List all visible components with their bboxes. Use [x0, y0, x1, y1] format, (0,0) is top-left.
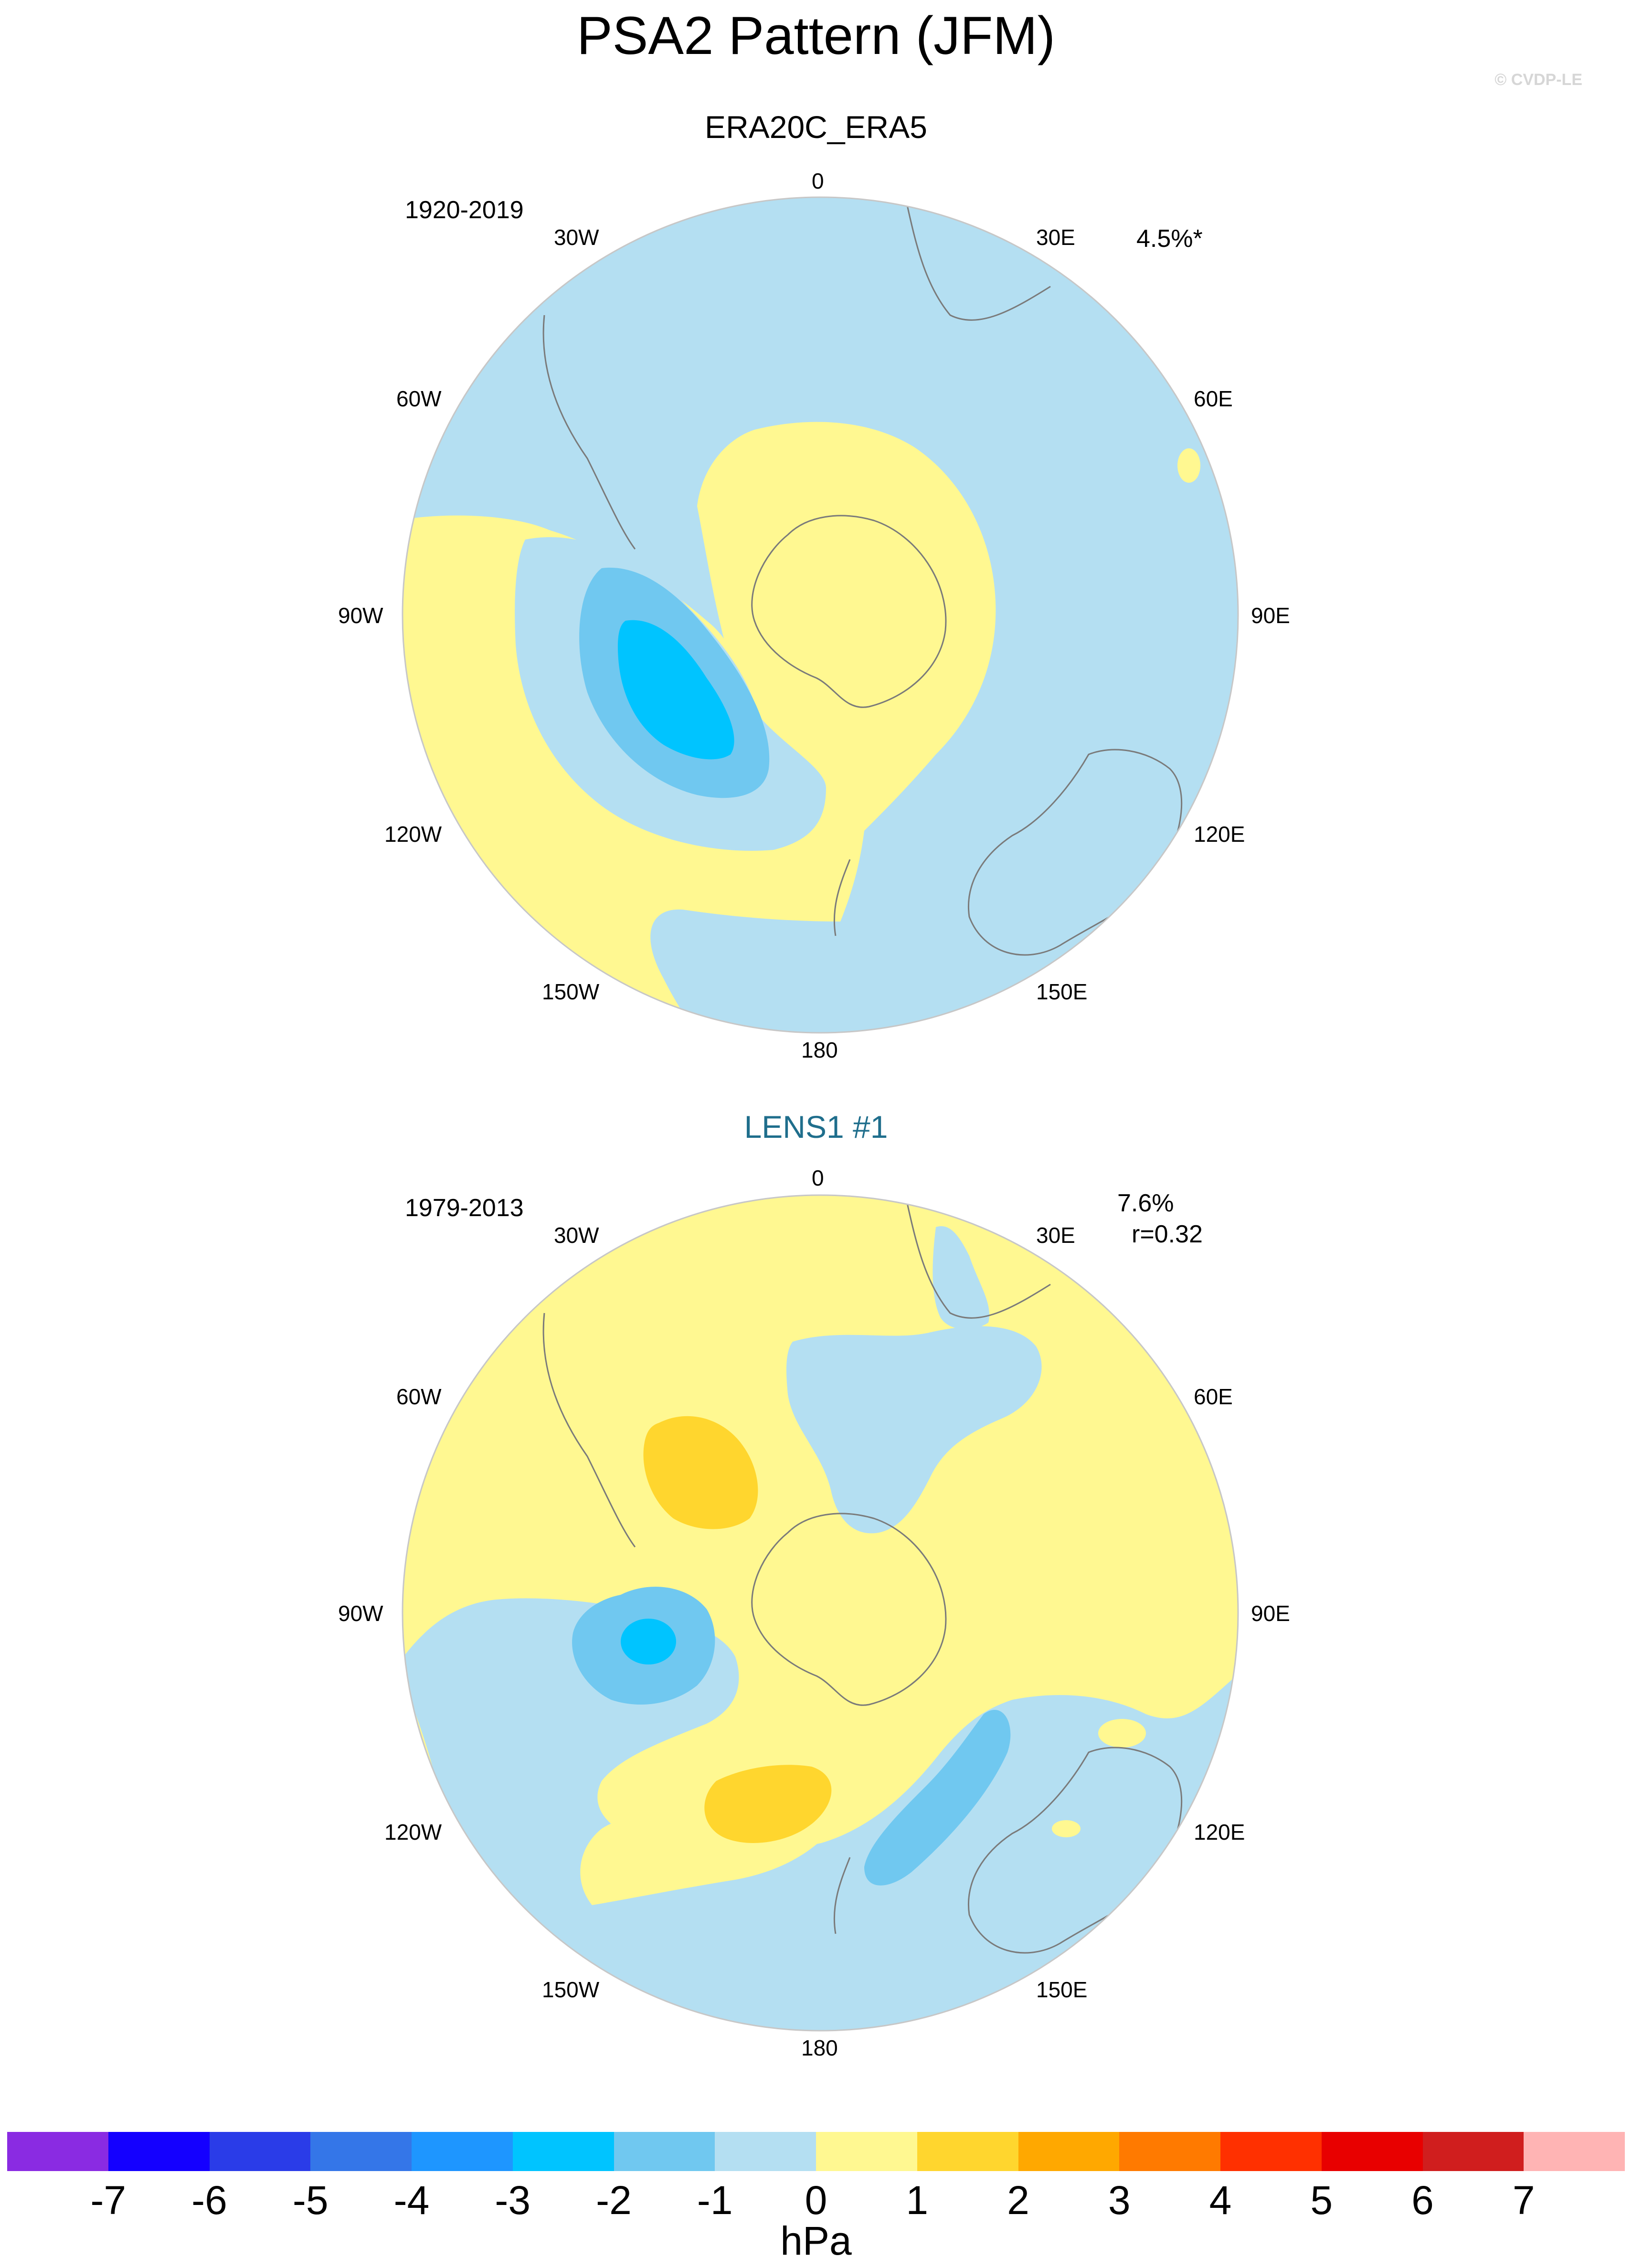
panel-1-pos1-spot — [1177, 448, 1200, 483]
colorbar-tick-label: 6 — [1411, 2178, 1434, 2223]
panel-2-pos2-north — [643, 1416, 758, 1529]
panel-2-lon-60w: 60W — [396, 1384, 442, 1409]
colorbar-swatch — [310, 2132, 412, 2171]
panel-1-lon-30w: 30W — [554, 225, 599, 250]
panel-2-lon-120w: 120W — [384, 1820, 442, 1844]
panel-1-map — [402, 196, 1239, 1034]
colorbar-swatch — [614, 2132, 715, 2171]
panel-2-neg1-northeast — [786, 1326, 1042, 1534]
colorbar-tick-label: 1 — [906, 2178, 929, 2223]
panel-2-lon-120e: 120E — [1194, 1820, 1245, 1844]
panel-2-neg1-south — [403, 1598, 1238, 2031]
panel-1-lon-30e: 30E — [1036, 225, 1075, 250]
panel-2-neg1-north-strip — [933, 1226, 989, 1329]
panel-2-lon-0: 0 — [812, 1166, 824, 1190]
colorbar-tick-label: -3 — [495, 2178, 531, 2223]
colorbar-tick-label: 0 — [805, 2178, 827, 2223]
colorbar-swatch — [7, 2132, 108, 2171]
panel-2-lon-180: 180 — [801, 2035, 838, 2060]
colorbar-swatch — [1524, 2132, 1625, 2171]
colorbar-tick-label: 3 — [1108, 2178, 1131, 2223]
colorbar-unit: hPa — [780, 2218, 852, 2263]
colorbar-tick-label: -2 — [596, 2178, 632, 2223]
panel-2-period: 1979-2013 — [405, 1194, 524, 1222]
colorbar-swatch — [1220, 2132, 1322, 2171]
panel-2-lon-90e: 90E — [1251, 1601, 1290, 1626]
colorbar-swatch — [1321, 2132, 1423, 2171]
colorbar-tick-label: -5 — [292, 2178, 329, 2223]
page-title: PSA2 Pattern (JFM) — [576, 6, 1056, 65]
colorbar-swatch — [108, 2132, 210, 2171]
colorbar-swatch — [1422, 2132, 1524, 2171]
panel-1-lon-150w: 150W — [542, 979, 600, 1004]
panel-1-variance: 4.5%* — [1136, 225, 1203, 253]
panel-2-map — [402, 1194, 1239, 2032]
credit-label: © CVDP-LE — [1494, 71, 1582, 89]
colorbar-tick-label: -6 — [191, 2178, 227, 2223]
colorbar-swatch — [917, 2132, 1018, 2171]
colorbar-tick-label: -7 — [90, 2178, 127, 2223]
panel-2-title: LENS1 #1 — [744, 1109, 888, 1145]
colorbar-swatch — [209, 2132, 311, 2171]
colorbar-swatch — [1119, 2132, 1221, 2171]
panel-2-correlation: r=0.32 — [1132, 1220, 1203, 1248]
colorbar-tick-label: -1 — [697, 2178, 733, 2223]
colorbar-tick-label: 4 — [1209, 2178, 1232, 2223]
panel-2-variance: 7.6% — [1117, 1189, 1174, 1217]
panel-2-lon-30w: 30W — [554, 1223, 599, 1248]
colorbar-swatch — [816, 2132, 917, 2171]
colorbar-swatch — [1018, 2132, 1120, 2171]
panel-2-lon-30e: 30E — [1036, 1223, 1075, 1248]
panel-2-coastlines — [542, 1203, 1183, 1954]
panel-1-title: ERA20C_ERA5 — [705, 109, 927, 145]
panel-2-neg3-west — [621, 1619, 676, 1664]
panel-1-lon-60w: 60W — [396, 386, 442, 411]
panel-1-coastlines — [542, 205, 1183, 956]
panel-2-map-border — [402, 1194, 1239, 2032]
panel-1-lon-60e: 60E — [1194, 386, 1233, 411]
colorbar-tick-label: 7 — [1512, 2178, 1535, 2223]
panel-2-pos2-south — [704, 1765, 832, 1843]
colorbar-tick-label: 5 — [1310, 2178, 1333, 2223]
panel-2-neg2-east — [864, 1710, 1011, 1886]
panel-1-neg3-region — [617, 620, 734, 760]
panel-2-pos1-spot-b — [1052, 1820, 1081, 1837]
panel-1-lon-0: 0 — [812, 169, 824, 193]
colorbar-tick-label: -4 — [393, 2178, 430, 2223]
panel-1-lon-90w: 90W — [338, 603, 383, 628]
panel-1-period: 1920-2019 — [405, 196, 524, 224]
colorbar-swatch — [512, 2132, 614, 2171]
panel-2-pos1-band — [580, 1781, 859, 1905]
panel-1-lon-150e: 150E — [1036, 979, 1088, 1004]
panel-1-lon-120w: 120W — [384, 822, 442, 847]
panel-1-lon-120e: 120E — [1194, 822, 1245, 847]
panel-1-lon-180: 180 — [801, 1038, 838, 1062]
panel-2-lon-60e: 60E — [1194, 1384, 1233, 1409]
panel-2-lon-150e: 150E — [1036, 1977, 1088, 2002]
colorbar-tick-label: 2 — [1007, 2178, 1029, 2223]
colorbar-swatch — [412, 2132, 513, 2171]
colorbar-swatch — [715, 2132, 816, 2171]
panel-2-lon-150w: 150W — [542, 1977, 600, 2002]
panel-2-pos1-spot-a — [1098, 1719, 1146, 1748]
panel-1-lon-90e: 90E — [1251, 603, 1290, 628]
panel-1-map-border — [402, 196, 1239, 1034]
panel-2-lon-90w: 90W — [338, 1601, 383, 1626]
